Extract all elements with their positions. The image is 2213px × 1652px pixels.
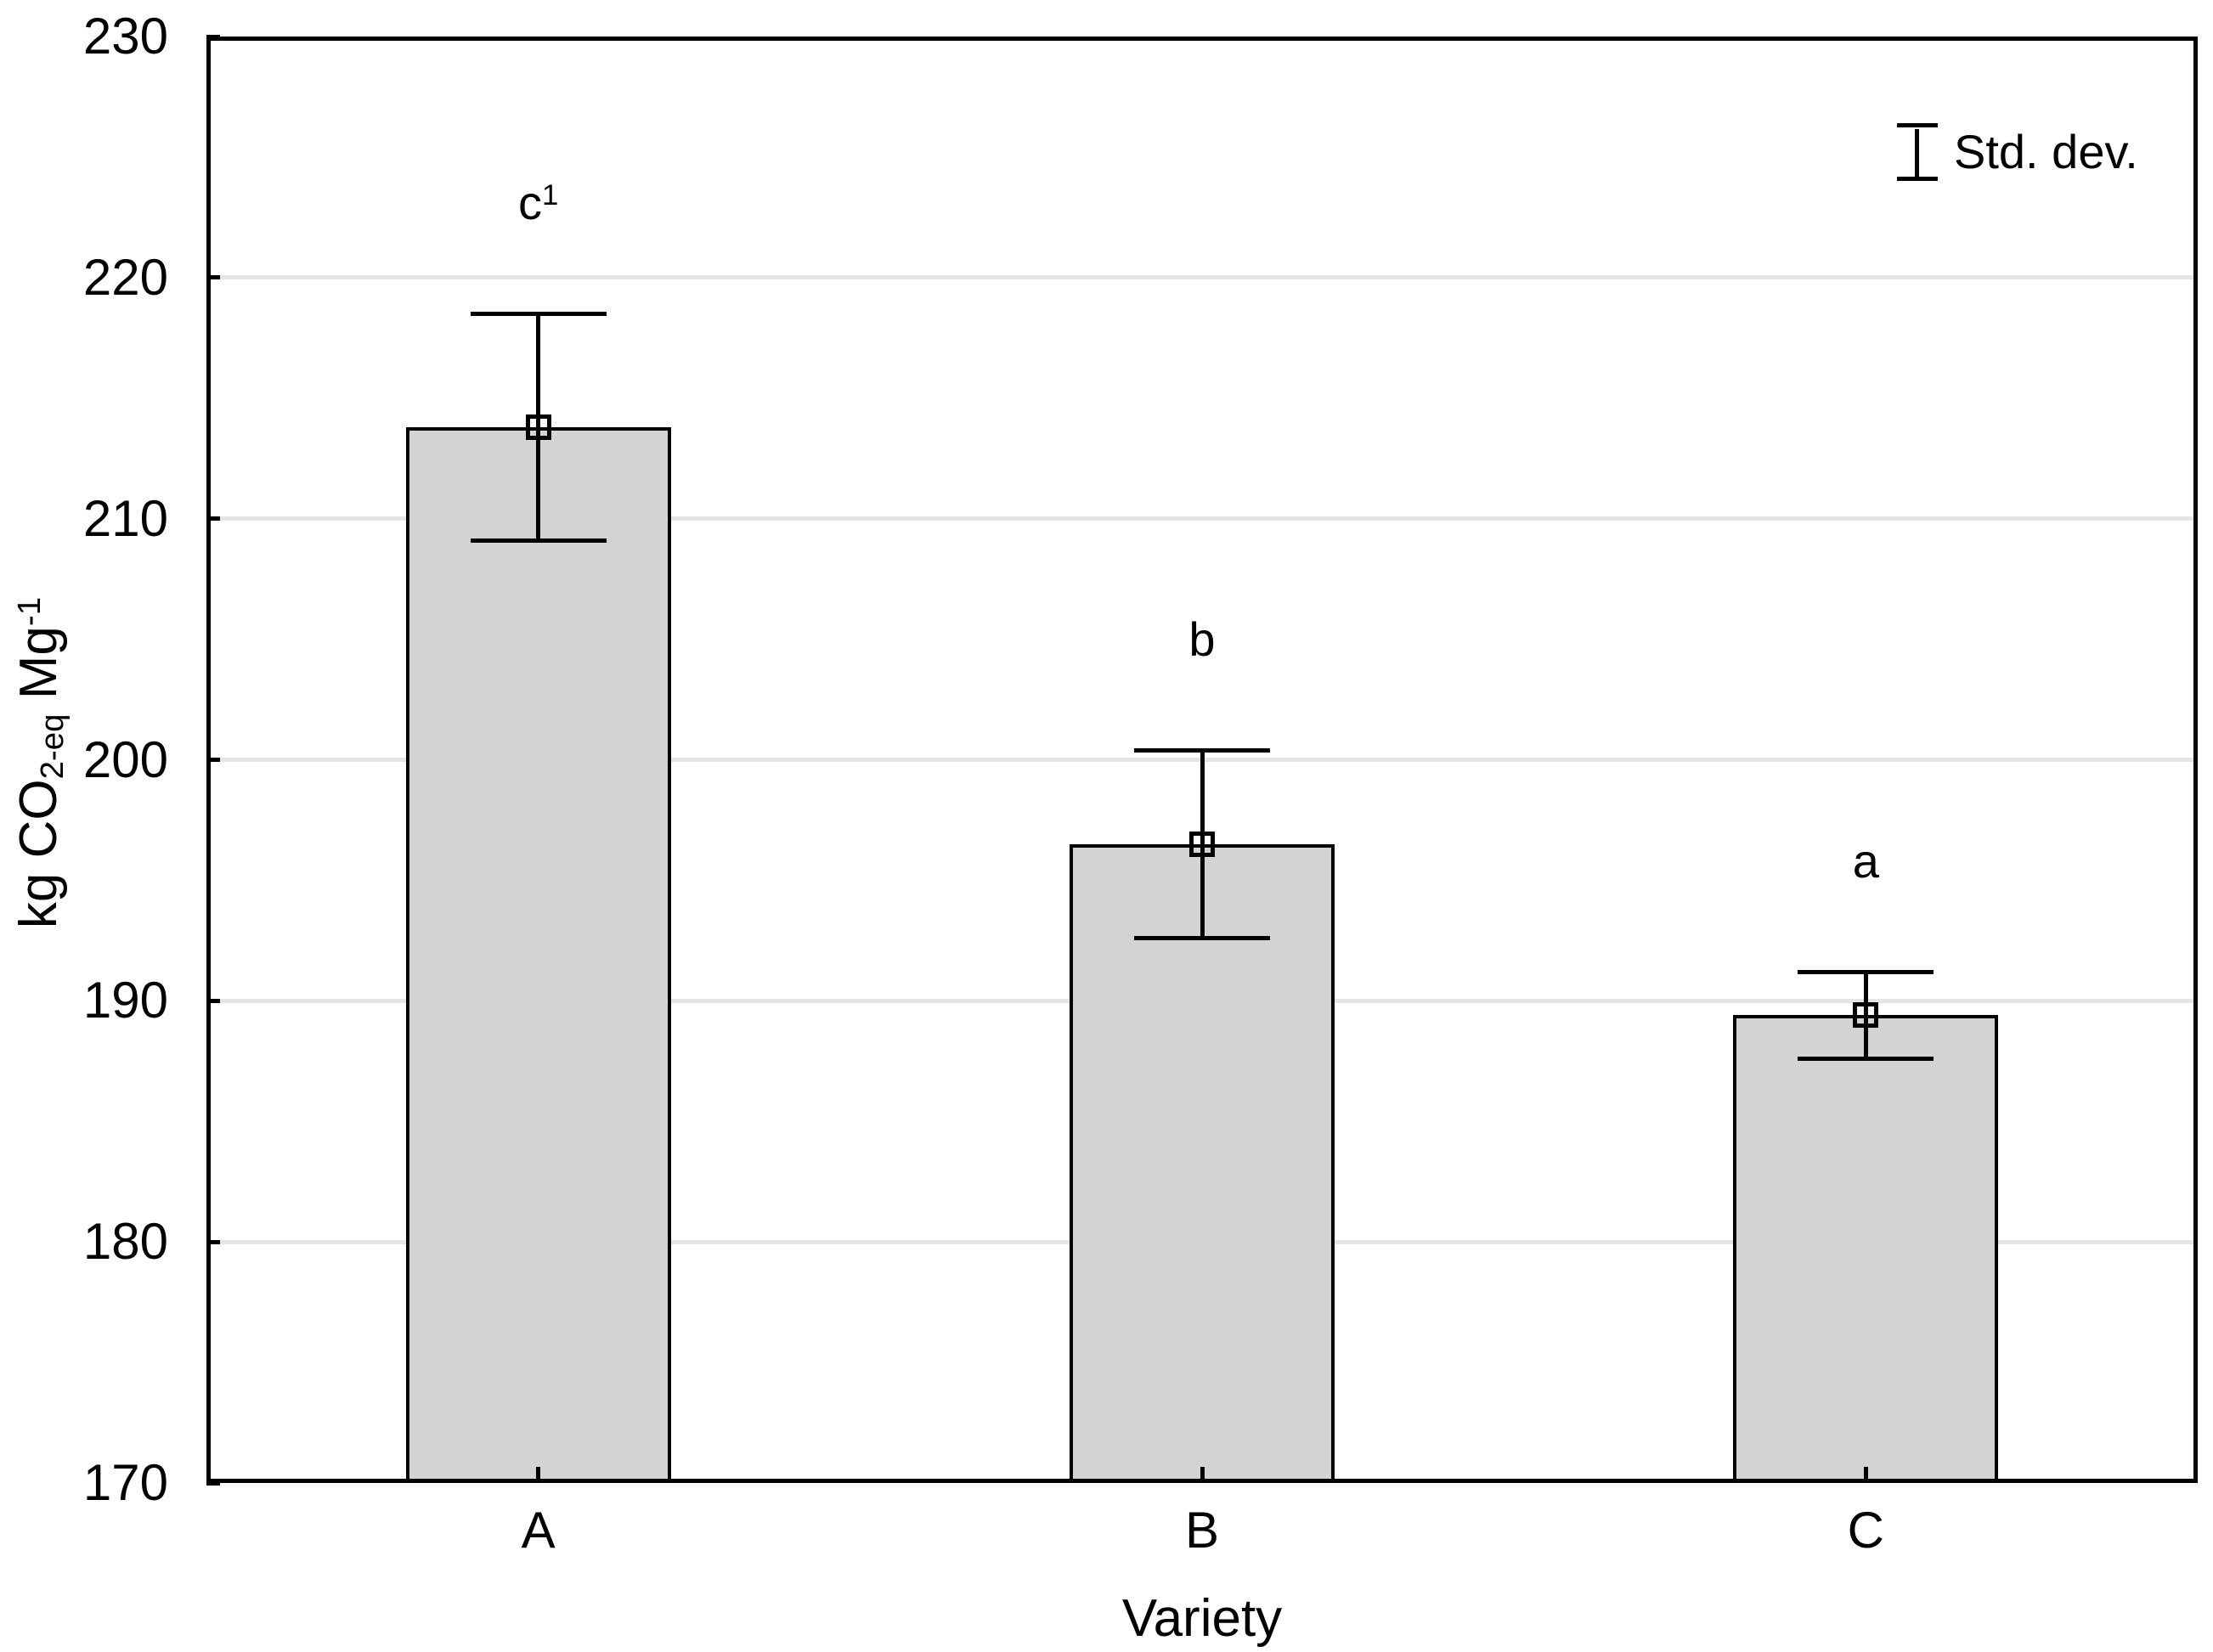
errorbar-icon-bottom-cap <box>1897 177 1938 181</box>
y-tick-200 <box>206 758 220 762</box>
x-tick-A <box>536 1467 541 1480</box>
y-tick-210 <box>206 516 220 522</box>
error-bar-C <box>1863 972 1868 1059</box>
error-bar-C-bottom-cap <box>1798 1056 1934 1061</box>
y-tick-220 <box>206 275 220 280</box>
y-axis-title-superscript: -1 <box>10 596 48 627</box>
bar-B <box>1070 843 1335 1483</box>
y-tick-label-200: 200 <box>82 730 168 788</box>
x-axis-title: Variety <box>1121 1589 1283 1648</box>
gridline-210 <box>206 516 2198 522</box>
y-tick-170 <box>206 1480 220 1486</box>
gridline-220 <box>206 275 2198 280</box>
y-tick-label-230: 230 <box>82 8 168 65</box>
error-bar-B-bottom-cap <box>1134 936 1270 941</box>
error-bar-B <box>1200 750 1205 939</box>
sig-letter-B-text: b <box>1188 612 1216 667</box>
x-tick-C <box>1863 1467 1868 1480</box>
y-tick-label-170: 170 <box>82 1454 168 1511</box>
y-axis-title-subscript: 2-eq <box>34 713 71 780</box>
bar-A <box>405 426 671 1483</box>
sig-letter-C: a <box>1764 836 1967 887</box>
legend-label: Std. dev. <box>1954 125 2138 178</box>
error-bar-A-top-cap <box>470 311 607 316</box>
mean-marker-B <box>1189 831 1215 857</box>
y-axis-title: kg CO2-eq Mg-1 <box>9 338 71 1187</box>
bar-C <box>1733 1015 1999 1483</box>
x-tick-label-C: C <box>1847 1502 1884 1559</box>
mean-marker-C <box>1853 1002 1879 1029</box>
y-tick-label-180: 180 <box>82 1213 168 1271</box>
x-tick-label-A: A <box>521 1502 556 1559</box>
plot-area-frame <box>206 37 2198 1483</box>
error-bar-A-bottom-cap <box>470 538 607 543</box>
sig-letter-A: c1 <box>437 178 641 235</box>
error-bar-A <box>536 313 541 541</box>
sig-letter-A-superscript: 1 <box>542 179 559 212</box>
x-tick-B <box>1200 1467 1205 1480</box>
sig-letter-A-text: c <box>518 176 542 230</box>
errorbar-icon <box>1897 123 1938 127</box>
y-axis-title-main: kg CO <box>9 779 68 929</box>
y-tick-190 <box>206 998 220 1003</box>
y-tick-label-220: 220 <box>82 248 168 306</box>
x-tick-label-B: B <box>1184 1502 1220 1559</box>
errorbar-icon-stem <box>1915 129 1919 177</box>
y-axis-title-main2: Mg <box>9 626 68 714</box>
error-bar-C-top-cap <box>1798 969 1934 974</box>
mean-marker-A <box>525 414 551 440</box>
sig-letter-C-text: a <box>1852 834 1879 888</box>
y-tick-label-210: 210 <box>82 489 168 547</box>
y-tick-label-190: 190 <box>82 972 168 1029</box>
sig-letter-B: b <box>1100 614 1304 665</box>
y-tick-180 <box>206 1239 220 1244</box>
error-bar-B-top-cap <box>1134 747 1270 753</box>
